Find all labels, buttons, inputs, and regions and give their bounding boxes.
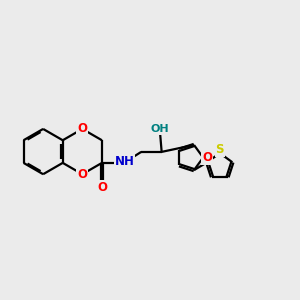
Text: O: O <box>77 122 87 135</box>
Text: O: O <box>77 168 87 181</box>
Text: OH: OH <box>151 124 170 134</box>
Text: NH: NH <box>115 155 134 168</box>
Text: O: O <box>202 151 212 164</box>
Text: S: S <box>215 143 224 156</box>
Text: O: O <box>97 181 107 194</box>
